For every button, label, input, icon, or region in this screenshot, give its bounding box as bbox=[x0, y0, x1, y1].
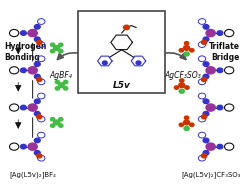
Circle shape bbox=[190, 123, 194, 126]
Circle shape bbox=[124, 25, 129, 30]
Circle shape bbox=[51, 50, 55, 53]
Circle shape bbox=[179, 83, 185, 88]
Circle shape bbox=[201, 40, 207, 44]
Circle shape bbox=[184, 52, 189, 56]
Circle shape bbox=[51, 118, 55, 121]
Circle shape bbox=[54, 120, 60, 125]
Text: Triflate
Bridge: Triflate Bridge bbox=[209, 42, 240, 62]
Circle shape bbox=[21, 144, 26, 149]
Circle shape bbox=[63, 80, 68, 84]
Circle shape bbox=[28, 67, 37, 74]
Circle shape bbox=[206, 67, 215, 74]
Circle shape bbox=[34, 99, 40, 104]
Text: [Ag(L5v)₂]BF₄: [Ag(L5v)₂]BF₄ bbox=[9, 171, 56, 178]
Circle shape bbox=[21, 68, 26, 73]
Circle shape bbox=[59, 43, 63, 46]
Circle shape bbox=[179, 123, 184, 126]
Circle shape bbox=[34, 138, 40, 143]
Circle shape bbox=[203, 62, 209, 66]
Circle shape bbox=[37, 40, 42, 44]
Circle shape bbox=[203, 25, 209, 29]
Circle shape bbox=[184, 46, 190, 50]
Circle shape bbox=[102, 61, 107, 65]
Circle shape bbox=[28, 143, 37, 150]
Circle shape bbox=[34, 74, 40, 79]
Circle shape bbox=[217, 31, 223, 35]
Circle shape bbox=[179, 89, 184, 93]
Circle shape bbox=[201, 115, 207, 119]
Text: L5v: L5v bbox=[113, 81, 131, 90]
Circle shape bbox=[59, 124, 63, 127]
Circle shape bbox=[37, 115, 42, 119]
Circle shape bbox=[34, 62, 40, 66]
Circle shape bbox=[185, 116, 189, 119]
Circle shape bbox=[28, 104, 37, 111]
Circle shape bbox=[51, 43, 55, 46]
Circle shape bbox=[21, 31, 26, 35]
Circle shape bbox=[59, 50, 63, 53]
Circle shape bbox=[59, 83, 64, 88]
Text: AgCF₃SO₃: AgCF₃SO₃ bbox=[165, 71, 201, 80]
Circle shape bbox=[203, 151, 209, 155]
Circle shape bbox=[136, 61, 141, 65]
Circle shape bbox=[206, 104, 215, 111]
Circle shape bbox=[184, 120, 190, 125]
Circle shape bbox=[51, 124, 55, 127]
Circle shape bbox=[206, 29, 215, 37]
Circle shape bbox=[37, 77, 42, 82]
Circle shape bbox=[185, 86, 189, 89]
Circle shape bbox=[201, 154, 207, 158]
Circle shape bbox=[34, 112, 40, 116]
Circle shape bbox=[217, 144, 223, 149]
Text: AgBF₄: AgBF₄ bbox=[49, 71, 72, 80]
Circle shape bbox=[217, 68, 223, 73]
Circle shape bbox=[37, 154, 42, 158]
Circle shape bbox=[179, 49, 184, 52]
Circle shape bbox=[184, 126, 189, 130]
Circle shape bbox=[203, 138, 209, 143]
Text: Hydrogen
Bonding: Hydrogen Bonding bbox=[4, 42, 46, 62]
Circle shape bbox=[34, 151, 40, 155]
Circle shape bbox=[203, 112, 209, 116]
Text: [Ag(L5v)₂]CF₃SO₃: [Ag(L5v)₂]CF₃SO₃ bbox=[181, 171, 240, 178]
Circle shape bbox=[34, 25, 40, 29]
Circle shape bbox=[203, 74, 209, 79]
Circle shape bbox=[34, 37, 40, 42]
Circle shape bbox=[28, 29, 37, 37]
Circle shape bbox=[174, 86, 179, 89]
Circle shape bbox=[55, 80, 60, 84]
Circle shape bbox=[55, 87, 60, 90]
Circle shape bbox=[59, 118, 63, 121]
Circle shape bbox=[63, 87, 68, 90]
Circle shape bbox=[203, 99, 209, 104]
Circle shape bbox=[180, 79, 184, 82]
Circle shape bbox=[217, 105, 223, 110]
Circle shape bbox=[201, 77, 207, 82]
Circle shape bbox=[185, 42, 189, 45]
Circle shape bbox=[21, 105, 26, 110]
Circle shape bbox=[206, 143, 215, 150]
FancyBboxPatch shape bbox=[78, 11, 165, 93]
Circle shape bbox=[203, 37, 209, 42]
Circle shape bbox=[54, 46, 60, 50]
Circle shape bbox=[190, 49, 194, 52]
